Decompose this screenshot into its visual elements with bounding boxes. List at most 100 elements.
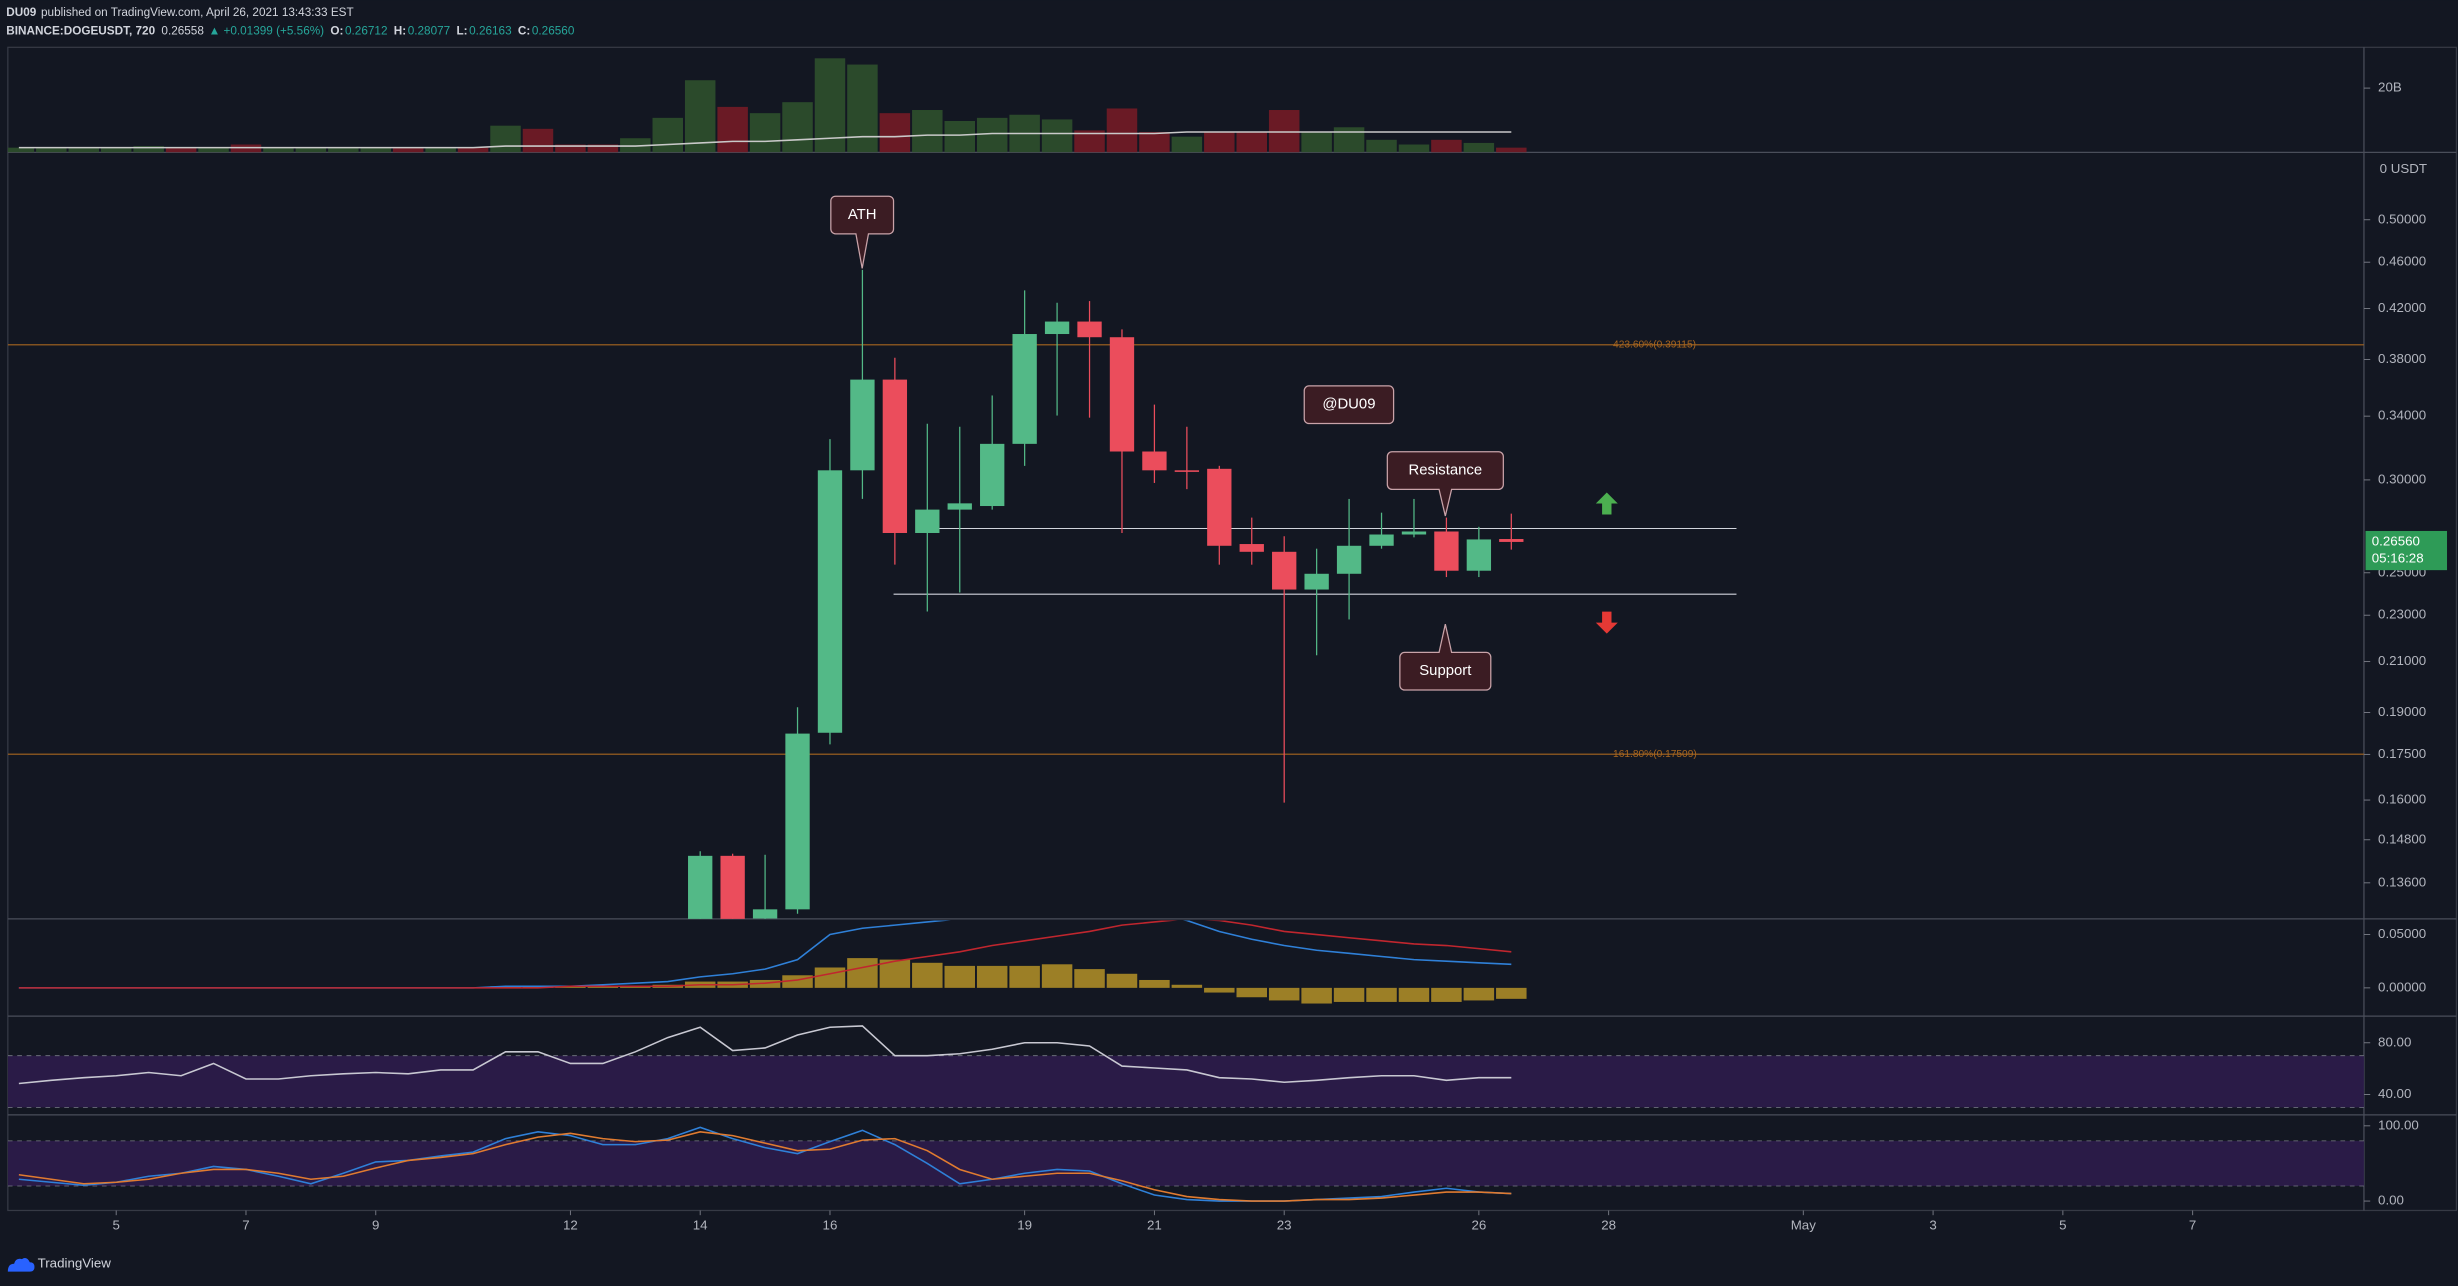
candle-body [688,855,713,919]
currency-label[interactable]: 0 USDT [2380,161,2427,176]
bar [1139,131,1170,153]
bar [1366,987,1397,1002]
bar [68,147,100,153]
bar [684,80,716,153]
candle-body [1012,334,1037,444]
bar [879,959,911,988]
callout-text: Support [1419,663,1472,679]
bar [1236,987,1268,998]
callout-author: @DU09 [1303,385,1395,425]
published: published on TradingView.com, April 26, … [41,6,354,19]
bar [1268,987,1300,1001]
series-line [18,920,1512,989]
x-tick-label: 9 [372,1218,379,1233]
bar [587,986,619,988]
x-tick-label: 5 [2059,1218,2066,1233]
bar [295,147,327,153]
bar [1106,108,1138,153]
y-tick-label: 0.50000 [2378,211,2426,226]
header-line-1: DU09 published on TradingView.com, April … [6,6,353,19]
y-tick-label: 0.23000 [2378,607,2426,622]
last-price-box [2365,530,2448,571]
callout-shape [830,195,895,269]
author: DU09 [6,6,37,19]
x-tick-label: 21 [1147,1218,1162,1233]
bar [1301,131,1332,153]
bar [7,147,35,153]
y-tick-label: 0.00000 [2378,979,2426,994]
callout-text: ATH [848,207,877,223]
series-line [18,1131,1512,1202]
callout-support: Support [1399,624,1492,691]
bar [165,147,197,153]
ohlc-value: 0.28077 [408,25,450,38]
bar [198,147,229,153]
bar [1333,987,1365,1002]
bar [490,125,521,153]
bar [1171,984,1203,988]
y-tick-label: 0.05000 [2378,926,2426,941]
bar [1431,139,1462,153]
callout-shape [1399,624,1492,691]
bar [1398,987,1430,1002]
bar [1139,979,1170,988]
x-tick-label: 5 [112,1218,119,1233]
candle-body [1401,531,1427,535]
footer-logo: TradingView [7,1255,112,1272]
x-tick-label: 28 [1601,1218,1616,1233]
candle-body [1174,470,1200,472]
candle-body [915,509,940,533]
rsi-pane [7,1025,2364,1108]
header-line-2: BINANCE:DOGEUSDT, 720 0.26558 ▲ +0.01399 (… [6,25,575,38]
x-tick-label: 19 [1017,1218,1032,1233]
volume-pane [7,58,1527,153]
bar [587,144,619,153]
y-tick-label: 0.21000 [2378,653,2426,668]
frame [7,46,2458,1212]
bar [1106,973,1138,988]
bar [1074,969,1105,988]
bar [522,986,554,988]
fib-level-label: 423.60%(0.39115) [1613,339,1696,350]
bar [1366,139,1397,153]
band [7,1055,2364,1108]
candle-body [1109,337,1135,452]
bar [457,147,489,153]
candle-body [1369,534,1394,546]
bar [847,958,878,988]
countdown: 05:16:28 [2372,551,2424,566]
candle-body [947,503,972,510]
bar [814,58,846,153]
y-tick-label: 40.00 [2378,1086,2411,1101]
callout-text: @DU09 [1322,397,1375,413]
x-tick-label: 3 [1929,1218,1936,1233]
bar [425,147,456,153]
x-tick-label: 14 [693,1218,708,1233]
bar [1204,987,1235,993]
callout-ath: ATH [830,195,895,269]
bar [100,147,132,153]
bar [814,967,846,988]
last: 0.26558 [161,25,204,38]
bar [976,965,1008,988]
symbol: BINANCE:DOGEUSDT, 720 [6,25,155,38]
candle-body [1142,451,1167,471]
bar [1398,144,1430,153]
bar [944,120,976,153]
series-line [18,131,1512,149]
bar [1236,131,1268,153]
band [7,1140,2364,1187]
x-tick-label: 7 [242,1218,249,1233]
stoch-rsi-pane [7,1126,2364,1202]
logo-cloud [7,1258,35,1272]
x-tick-label: 7 [2189,1218,2196,1233]
callout-text: Resistance [1409,463,1483,479]
y-tick-label: 0.16000 [2378,792,2426,807]
x-tick-label: 12 [563,1218,578,1233]
bar [976,117,1008,153]
bar [133,146,164,153]
series-line [18,1025,1512,1085]
bar [1204,131,1235,153]
brand[interactable]: TradingView [38,1255,112,1270]
